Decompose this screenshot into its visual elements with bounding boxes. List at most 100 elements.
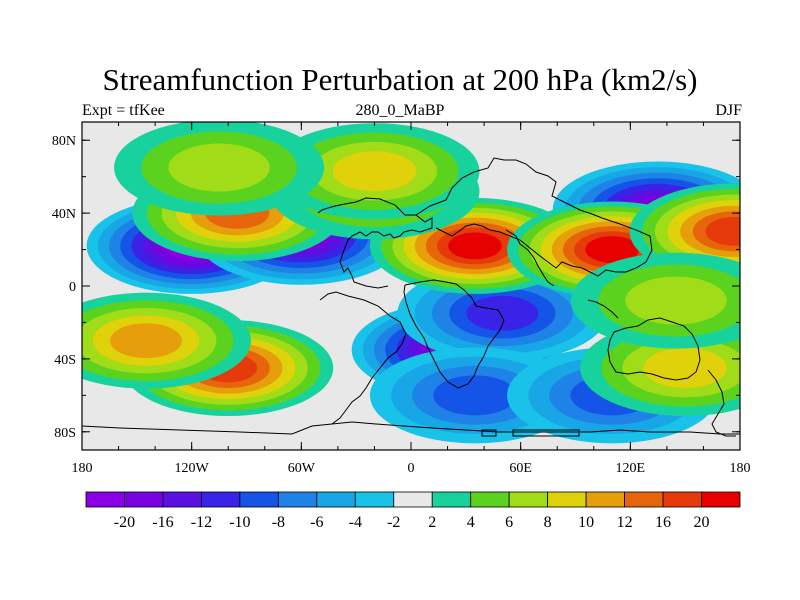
lon-tick-label: 60W xyxy=(288,461,316,476)
contour-fill xyxy=(205,197,270,229)
north-america-outline xyxy=(317,197,433,289)
contour-fill xyxy=(643,348,727,388)
colorbar-label: -10 xyxy=(229,514,250,531)
contour-fill xyxy=(418,331,495,369)
colorbar-box xyxy=(85,491,125,508)
colorbar-box xyxy=(124,491,164,508)
lon-tick-label: 120E xyxy=(616,461,646,476)
contour-fill xyxy=(369,197,580,294)
contour-fill xyxy=(173,342,283,394)
contour-fill xyxy=(507,201,718,298)
lat-tick-label: 40S xyxy=(54,353,76,368)
land-outlines xyxy=(82,157,740,437)
contour-fill xyxy=(601,329,740,407)
islands-outline xyxy=(587,299,619,319)
lon-tick-label: 120W xyxy=(175,461,210,476)
contour-fill xyxy=(132,165,343,262)
europe-asia-outline xyxy=(415,157,653,277)
contour-fill xyxy=(570,375,654,416)
colorbar-label: 20 xyxy=(694,514,710,531)
contour-fill xyxy=(247,211,356,263)
contour-fill xyxy=(135,325,321,411)
field-center-0 xyxy=(86,197,297,294)
contour-fill xyxy=(272,222,331,252)
contour-fill xyxy=(551,221,673,278)
contour-fill xyxy=(403,212,547,280)
asia-coast-outline xyxy=(505,229,555,287)
contour-fill xyxy=(385,316,529,383)
field-center-8 xyxy=(82,292,251,389)
field-center-16 xyxy=(580,320,740,416)
colorbar-box xyxy=(239,491,279,508)
contour-fill xyxy=(186,348,270,388)
field-center-15 xyxy=(114,122,325,216)
field-layer xyxy=(82,122,740,444)
africa-outline xyxy=(403,279,505,389)
contour-fill xyxy=(109,207,275,285)
contour-fill xyxy=(168,143,270,192)
contour-fill xyxy=(259,216,344,257)
antarctic-island-1 xyxy=(481,429,497,437)
contour-fill xyxy=(141,131,297,204)
contour-fill xyxy=(642,188,740,274)
contour-fill xyxy=(585,236,639,263)
contour-fill xyxy=(466,295,539,331)
colorbar-label: -2 xyxy=(387,514,400,531)
contour-fill xyxy=(110,323,182,359)
contour-fill xyxy=(692,211,740,252)
colorbar-label: 16 xyxy=(655,514,671,531)
lon-tick-label: 0 xyxy=(408,461,415,476)
contour-fill xyxy=(114,122,325,216)
australia-outline xyxy=(607,317,701,381)
contour-fill xyxy=(552,161,740,258)
contour-fill xyxy=(153,227,230,265)
new-zealand-outline xyxy=(707,369,736,437)
contour-fill xyxy=(407,326,506,374)
right-subtitle: DJF xyxy=(715,102,742,119)
colorbar-box xyxy=(277,491,318,508)
antarctica-outline xyxy=(82,421,740,435)
field-center-12 xyxy=(629,183,740,280)
contour-fill xyxy=(209,194,394,280)
contour-fill xyxy=(431,280,573,347)
colorbar-box xyxy=(547,491,587,508)
contour-fill xyxy=(667,200,740,263)
lat-tick-label: 40N xyxy=(52,207,76,222)
lat-tick-label: 80S xyxy=(54,426,76,441)
colorbar-label: -12 xyxy=(191,514,212,531)
contour-fill xyxy=(540,216,684,283)
contour-fill xyxy=(448,232,502,260)
colorbar-label: -20 xyxy=(114,514,135,531)
field-center-11 xyxy=(507,201,718,298)
colorbar-label: 2 xyxy=(428,514,436,531)
colorbar-box xyxy=(162,491,202,508)
contour-fill xyxy=(161,178,314,249)
lon-tick-label: 180 xyxy=(72,461,93,476)
contour-fill xyxy=(391,356,559,435)
contour-fill xyxy=(161,336,296,400)
lat-tick-label: 80N xyxy=(52,134,76,149)
contour-fill xyxy=(362,306,551,393)
contour-fill xyxy=(269,143,480,240)
contour-fill xyxy=(654,194,740,269)
contour-fill xyxy=(142,222,241,270)
contour-fill xyxy=(529,211,695,288)
colorbar-box xyxy=(431,491,472,508)
contour-fill xyxy=(680,205,740,257)
field-center-6 xyxy=(552,161,740,258)
field-center-3 xyxy=(397,265,608,362)
contour-fill xyxy=(549,366,675,425)
contour-fill xyxy=(311,141,438,201)
contour-fill xyxy=(565,167,740,252)
contour-fill xyxy=(437,227,513,265)
contour-fill xyxy=(369,347,580,444)
contour-fill xyxy=(629,183,740,280)
contour-fill xyxy=(82,300,234,382)
contour-fill xyxy=(562,226,662,273)
axis-ticks: 80N 40N 0 40S 80S 180 120W 60W 0 60E 120E 180 xyxy=(52,122,751,476)
contour-fill xyxy=(574,231,650,268)
contour-fill xyxy=(590,178,725,241)
antarctic-island-2 xyxy=(512,429,580,437)
contour-fill xyxy=(190,190,284,236)
field-center-9 xyxy=(132,165,343,262)
